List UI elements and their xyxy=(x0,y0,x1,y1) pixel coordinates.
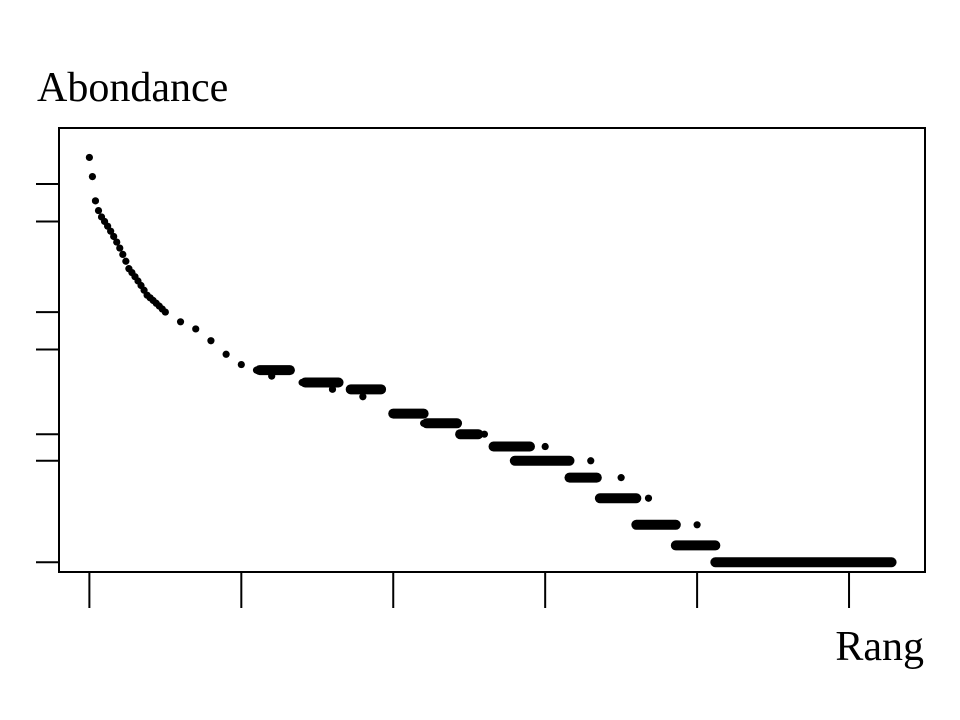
data-point-39 xyxy=(541,442,549,451)
data-point-42 xyxy=(644,494,653,502)
data-point-35 xyxy=(359,393,367,401)
data-point-8 xyxy=(110,232,118,241)
y-axis-ticks xyxy=(36,182,59,564)
data-point-12 xyxy=(122,257,130,265)
data-point-34 xyxy=(328,385,337,393)
data-point-40 xyxy=(587,457,595,465)
data-point-2 xyxy=(91,197,100,205)
plot-frame xyxy=(58,127,926,573)
data-point-28 xyxy=(207,337,215,345)
data-point-30 xyxy=(237,360,245,369)
data-point-11 xyxy=(119,250,127,259)
data-point-25 xyxy=(161,308,169,316)
data-point-29 xyxy=(222,350,230,358)
x-axis-ticks xyxy=(88,572,851,608)
data-point-26 xyxy=(176,318,185,326)
data-points xyxy=(85,153,897,568)
x-axis-title: Rang xyxy=(835,624,924,670)
y-axis-title: Abondance xyxy=(37,65,229,111)
data-point-10 xyxy=(116,244,124,252)
data-point-7 xyxy=(107,227,115,235)
data-point-43 xyxy=(693,521,701,529)
data-point-3 xyxy=(94,206,103,215)
data-point-27 xyxy=(192,325,200,333)
data-point-1 xyxy=(88,173,97,181)
data-point-0 xyxy=(85,153,93,162)
data-point-41 xyxy=(617,474,625,482)
data-point-9 xyxy=(113,238,121,246)
